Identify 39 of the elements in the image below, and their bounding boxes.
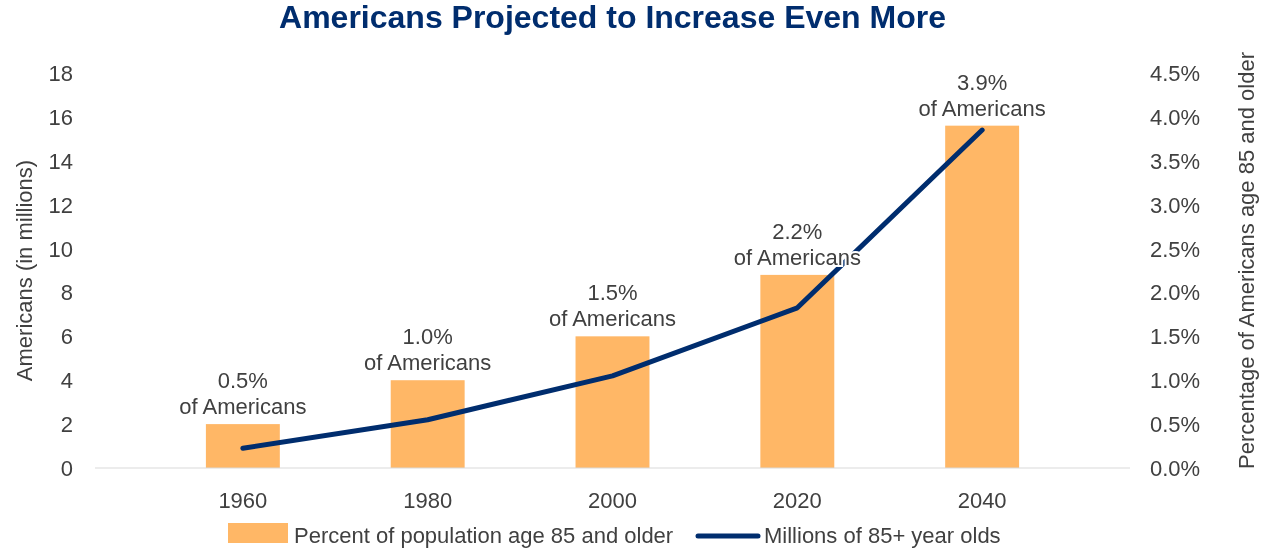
chart-title: Americans Projected to Increase Even More xyxy=(279,0,946,35)
x-tick-label: 1980 xyxy=(403,488,453,513)
legend-label: Millions of 85+ year olds xyxy=(764,523,1001,548)
y2-tick-label: 4.0% xyxy=(1150,104,1201,130)
data-label: 1.5% of Americans xyxy=(548,280,677,332)
bar xyxy=(945,125,1020,468)
y-tick-label: 14 xyxy=(48,148,73,174)
legend-label: Percent of population age 85 and older xyxy=(294,523,674,548)
y-tick-label: 18 xyxy=(48,61,73,86)
bar xyxy=(760,274,835,468)
x-tick-label: 2040 xyxy=(957,488,1007,513)
data-label: 0.5% of Americans xyxy=(179,368,307,420)
y2-tick-label: 3.5% xyxy=(1150,148,1201,174)
bar xyxy=(390,380,465,468)
y-tick-label: 8 xyxy=(60,280,73,306)
y2-tick-label: 2.5% xyxy=(1150,236,1201,262)
bar xyxy=(575,336,650,468)
y-tick-label: 12 xyxy=(48,192,73,218)
y-axis-title: Americans (in millions) xyxy=(12,159,37,382)
y2-tick-label: 2.0% xyxy=(1150,280,1201,306)
x-tick-label: 1960 xyxy=(218,488,268,513)
y-tick-label: 16 xyxy=(48,104,73,130)
y-tick-label: 10 xyxy=(48,236,73,262)
y2-tick-label: 0.5% xyxy=(1150,412,1201,438)
y2-tick-label: 3.0% xyxy=(1150,192,1201,218)
y-tick-label: 2 xyxy=(60,412,73,438)
x-tick-label: 2020 xyxy=(772,488,822,513)
x-tick-label: 2000 xyxy=(588,488,637,513)
y-tick-label: 0 xyxy=(60,456,73,481)
bar xyxy=(205,424,280,468)
y2-tick-label: 1.0% xyxy=(1150,368,1201,394)
y-tick-label: 6 xyxy=(60,324,73,350)
y2-tick-label: 1.5% xyxy=(1150,324,1201,350)
y-tick-label: 4 xyxy=(60,368,73,394)
y2-tick-label: 4.5% xyxy=(1150,61,1201,86)
data-label: 3.9% of Americans xyxy=(918,69,1046,121)
y2-tick-label: 0.0% xyxy=(1150,456,1201,481)
data-label: 1.0% of Americans xyxy=(364,324,492,376)
y2-axis-title: Percentage of Americans age 85 and older xyxy=(1234,51,1259,470)
